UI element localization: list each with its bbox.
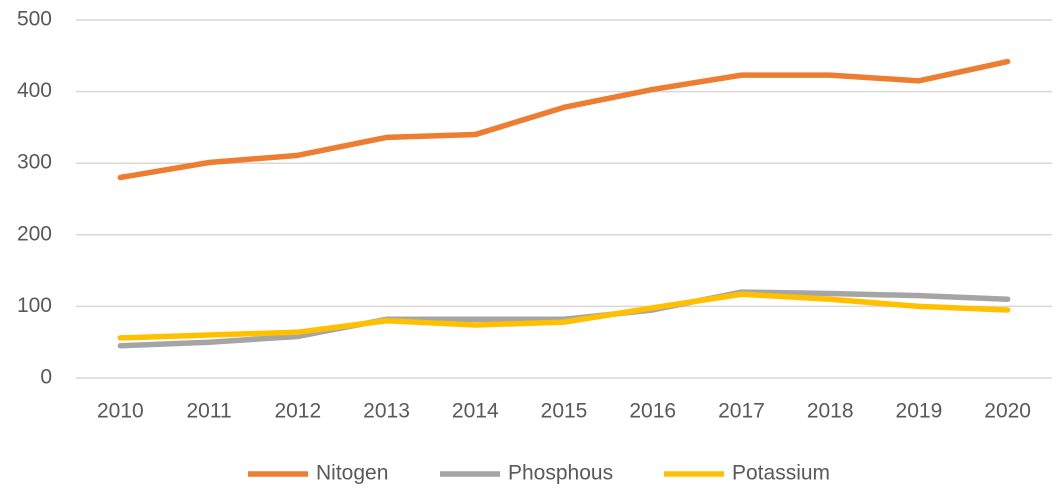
series-line bbox=[117, 58, 1011, 181]
y-tick-label: 300 bbox=[17, 151, 52, 174]
y-tick-label: 0 bbox=[40, 366, 52, 389]
x-tick-label: 2014 bbox=[452, 400, 499, 423]
x-tick-label: 2010 bbox=[97, 400, 144, 423]
x-tick-label: 2012 bbox=[274, 400, 321, 423]
y-tick-label: 200 bbox=[17, 222, 52, 245]
x-tick-label: 2019 bbox=[896, 400, 943, 423]
x-tick-label: 2016 bbox=[629, 400, 676, 423]
x-tick-label: 2020 bbox=[984, 400, 1031, 423]
y-tick-label: 100 bbox=[17, 294, 52, 317]
x-tick-label: 2018 bbox=[807, 400, 854, 423]
legend-label: Potassium bbox=[732, 462, 830, 485]
legend-label: Nitogen bbox=[316, 462, 388, 485]
legend-label: Phosphous bbox=[508, 462, 613, 485]
x-tick-label: 2017 bbox=[718, 400, 765, 423]
y-tick-label: 500 bbox=[17, 8, 52, 31]
x-tick-label: 2013 bbox=[363, 400, 410, 423]
x-tick-label: 2011 bbox=[187, 400, 232, 423]
series-line bbox=[117, 289, 1011, 349]
x-tick-label: 2015 bbox=[541, 400, 588, 423]
series-line bbox=[117, 291, 1011, 341]
y-tick-label: 400 bbox=[17, 79, 52, 102]
